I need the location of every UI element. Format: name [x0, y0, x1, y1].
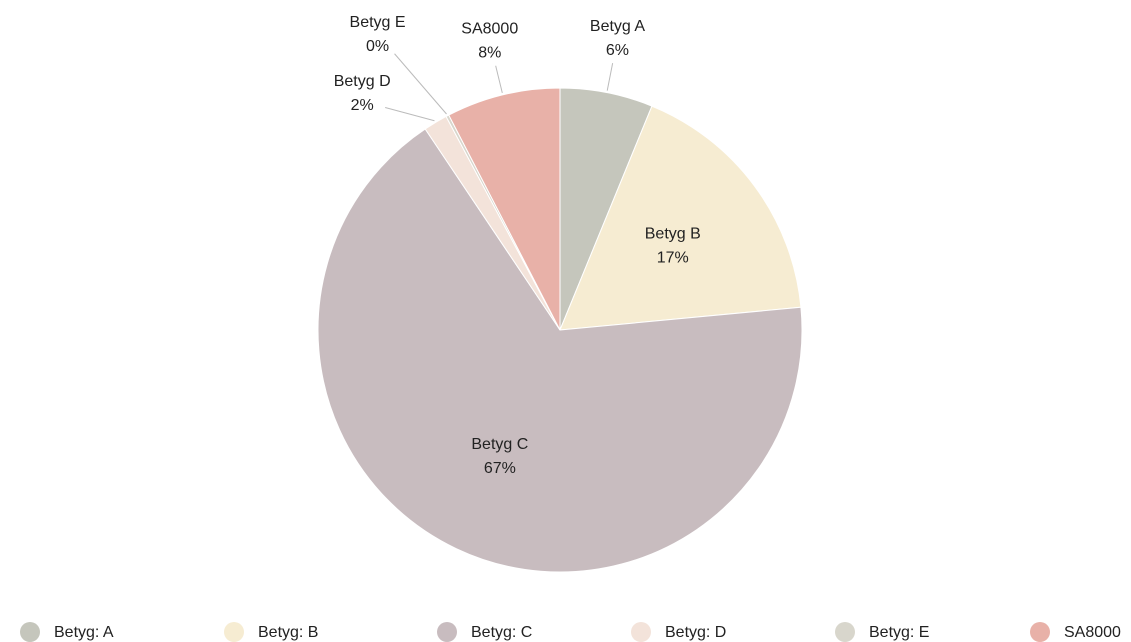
- legend-swatch: [631, 622, 651, 642]
- slice-value-label: 8%: [478, 45, 501, 62]
- legend-label: Betyg: C: [471, 624, 532, 641]
- slice-label: Betyg D: [334, 73, 391, 90]
- legend-label: Betyg: D: [665, 624, 726, 641]
- slice-label: Betyg B: [645, 226, 701, 243]
- legend-label: Betyg: A: [54, 624, 114, 641]
- legend-label: SA8000: [1064, 624, 1121, 641]
- slice-value-label: 6%: [606, 42, 629, 59]
- slice-label: Betyg A: [590, 18, 645, 35]
- leader-line: [385, 106, 435, 122]
- legend-swatch: [20, 622, 40, 642]
- slice-label: Betyg C: [471, 436, 528, 453]
- legend-swatch: [224, 622, 244, 642]
- legend-swatch: [1030, 622, 1050, 642]
- pie-slice: [317, 128, 803, 573]
- slice-label: SA8000: [461, 21, 518, 38]
- legend-swatch: [437, 622, 457, 642]
- leader-line: [394, 53, 447, 115]
- legend-label: Betyg: B: [258, 624, 318, 641]
- slice-value-label: 17%: [657, 250, 689, 267]
- pie-slice: [448, 87, 561, 331]
- slice-value-label: 2%: [351, 97, 374, 114]
- slice-value-label: 67%: [484, 460, 516, 477]
- legend-label: Betyg: E: [869, 624, 929, 641]
- leader-line: [606, 63, 614, 91]
- slice-label: Betyg E: [350, 14, 406, 31]
- pie-slice: [559, 105, 802, 331]
- slice-value-label: 0%: [366, 38, 389, 55]
- legend-swatch: [835, 622, 855, 642]
- leader-line: [495, 65, 503, 94]
